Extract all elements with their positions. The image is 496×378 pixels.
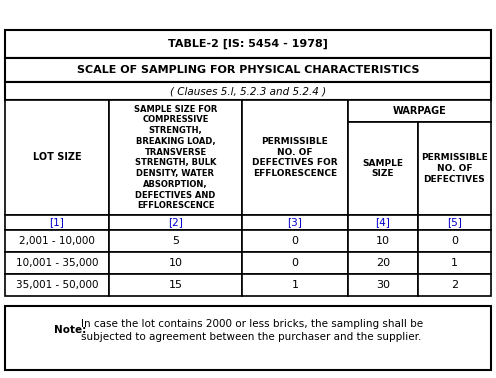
Text: 0: 0	[292, 258, 299, 268]
Text: 2,001 - 10,000: 2,001 - 10,000	[19, 236, 95, 246]
Bar	[242, 215, 348, 230]
Bar	[418, 230, 491, 252]
Bar	[242, 230, 348, 252]
Text: [3]: [3]	[288, 217, 303, 228]
Bar	[109, 252, 242, 274]
Bar	[5, 230, 109, 252]
Bar	[418, 252, 491, 274]
Text: 10: 10	[169, 258, 183, 268]
Text: TABLE-2 [IS: 5454 - 1978]: TABLE-2 [IS: 5454 - 1978]	[168, 39, 328, 49]
Text: 1: 1	[451, 258, 458, 268]
Bar	[5, 252, 109, 274]
Bar	[5, 58, 491, 82]
Text: Note:: Note:	[54, 325, 86, 335]
Text: [5]: [5]	[447, 217, 462, 228]
Bar	[109, 215, 242, 230]
Text: 1: 1	[292, 280, 299, 290]
Bar	[348, 252, 418, 274]
Text: SAMPLE
SIZE: SAMPLE SIZE	[363, 159, 404, 178]
Text: 15: 15	[169, 280, 183, 290]
Text: 0: 0	[451, 236, 458, 246]
Bar	[242, 100, 348, 215]
Text: WARPAGE: WARPAGE	[393, 106, 446, 116]
Text: 30: 30	[376, 280, 390, 290]
Text: 20: 20	[376, 258, 390, 268]
Bar	[5, 30, 491, 58]
Bar	[348, 215, 418, 230]
Text: 2: 2	[451, 280, 458, 290]
Bar	[109, 230, 242, 252]
Bar	[348, 122, 418, 215]
Bar	[5, 215, 109, 230]
Bar	[348, 100, 491, 122]
Bar	[5, 82, 491, 100]
Bar	[348, 230, 418, 252]
Text: PERMISSIBLE
NO. OF
DEFECTIVES: PERMISSIBLE NO. OF DEFECTIVES	[421, 153, 488, 184]
Text: 10: 10	[376, 236, 390, 246]
Text: [4]: [4]	[375, 217, 390, 228]
Text: [2]: [2]	[168, 217, 183, 228]
Text: 0: 0	[292, 236, 299, 246]
Bar	[418, 215, 491, 230]
Text: In case the lot contains 2000 or less bricks, the sampling shall be
subjected to: In case the lot contains 2000 or less br…	[80, 319, 423, 342]
Bar	[348, 274, 418, 296]
Text: LOT SIZE: LOT SIZE	[33, 152, 81, 163]
Text: 10,001 - 35,000: 10,001 - 35,000	[16, 258, 98, 268]
Text: SCALE OF SAMPLING FOR PHYSICAL CHARACTERISTICS: SCALE OF SAMPLING FOR PHYSICAL CHARACTER…	[77, 65, 419, 75]
Text: PERMISSIBLE
NO. OF
DEFECTIVES FOR
EFFLORESCENCE: PERMISSIBLE NO. OF DEFECTIVES FOR EFFLOR…	[252, 137, 338, 178]
Bar	[5, 100, 109, 215]
Text: [1]: [1]	[50, 217, 64, 228]
Bar	[109, 274, 242, 296]
Text: 35,001 - 50,000: 35,001 - 50,000	[16, 280, 98, 290]
Bar	[5, 274, 109, 296]
Bar	[242, 274, 348, 296]
Bar	[418, 274, 491, 296]
Bar	[242, 252, 348, 274]
Text: SAMPLE SIZE FOR
COMPRESSIVE
STRENGTH,
BREAKING LOAD,
TRANSVERSE
STRENGTH, BULK
D: SAMPLE SIZE FOR COMPRESSIVE STRENGTH, BR…	[134, 105, 217, 211]
Bar	[109, 100, 242, 215]
Bar	[5, 306, 491, 370]
Text: ( Clauses 5.l, 5.2.3 and 5.2.4 ): ( Clauses 5.l, 5.2.3 and 5.2.4 )	[170, 86, 326, 96]
Bar	[418, 122, 491, 215]
Text: 5: 5	[172, 236, 179, 246]
